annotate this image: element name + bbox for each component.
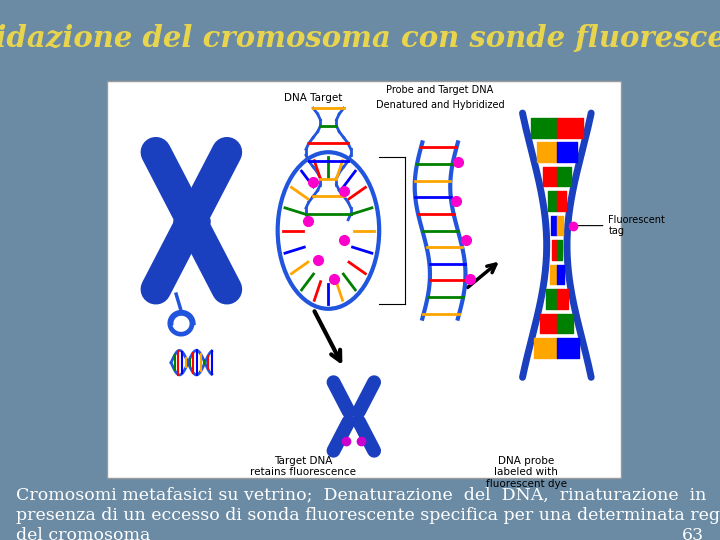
Text: DNA Target: DNA Target — [284, 93, 343, 104]
Text: presenza di un eccesso di sonda fluorescente specifica per una determinata regio: presenza di un eccesso di sonda fluoresc… — [16, 507, 720, 523]
Text: Target DNA
retains fluorescence: Target DNA retains fluorescence — [250, 456, 356, 477]
Text: 63: 63 — [682, 527, 704, 540]
Bar — [107, 81, 621, 478]
Text: Ibridazione del cromosoma con sonde fluorescenti: Ibridazione del cromosoma con sonde fluo… — [0, 24, 720, 53]
Text: Fluorescent
tag: Fluorescent tag — [575, 215, 665, 237]
Text: Denatured and Hybridized: Denatured and Hybridized — [376, 100, 505, 110]
Text: Cromosomi metafasici su vetrino;  Denaturazione  del  DNA,  rinaturazione  in: Cromosomi metafasici su vetrino; Denatur… — [16, 486, 706, 503]
Ellipse shape — [278, 152, 379, 309]
Text: DNA probe
labeled with
fluorescent dye: DNA probe labeled with fluorescent dye — [486, 456, 567, 489]
Text: Probe and Target DNA: Probe and Target DNA — [387, 85, 494, 96]
Text: del cromosoma: del cromosoma — [16, 527, 150, 540]
